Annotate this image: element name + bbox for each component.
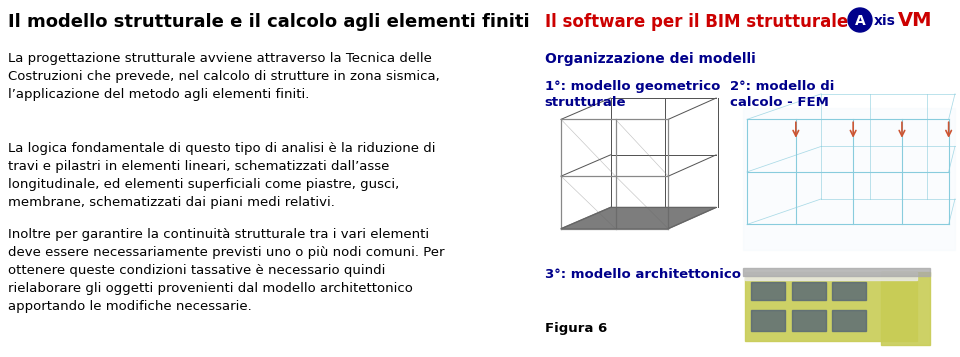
- Text: La logica fondamentale di questo tipo di analisi è la riduzione di
travi e pilas: La logica fondamentale di questo tipo di…: [8, 142, 436, 209]
- Polygon shape: [880, 272, 929, 345]
- Polygon shape: [745, 277, 917, 341]
- Text: Il software per il BIM strutturale: Il software per il BIM strutturale: [545, 13, 859, 31]
- Text: A: A: [854, 14, 865, 28]
- Polygon shape: [752, 282, 785, 300]
- Polygon shape: [745, 272, 917, 280]
- Polygon shape: [792, 310, 826, 331]
- Text: Il modello strutturale e il calcolo agli elementi finiti: Il modello strutturale e il calcolo agli…: [8, 13, 530, 31]
- Text: 3°: modello architettonico: 3°: modello architettonico: [545, 268, 741, 281]
- Polygon shape: [743, 268, 929, 276]
- Polygon shape: [752, 310, 785, 331]
- Polygon shape: [832, 310, 866, 331]
- Polygon shape: [832, 282, 866, 300]
- Polygon shape: [792, 282, 826, 300]
- Text: xis: xis: [874, 14, 896, 28]
- Polygon shape: [743, 108, 955, 250]
- Text: Inoltre per garantire la continuità strutturale tra i vari elementi
deve essere : Inoltre per garantire la continuità stru…: [8, 228, 444, 313]
- Text: Organizzazione dei modelli: Organizzazione dei modelli: [545, 52, 756, 66]
- Circle shape: [848, 8, 872, 32]
- Text: 2°: modello di
calcolo - FEM: 2°: modello di calcolo - FEM: [730, 80, 834, 109]
- Text: 1°: modello geometrico
strutturale: 1°: modello geometrico strutturale: [545, 80, 720, 109]
- Text: Figura 6: Figura 6: [545, 322, 607, 335]
- Text: VM: VM: [898, 11, 932, 30]
- Polygon shape: [561, 207, 716, 229]
- Text: La progettazione strutturale avviene attraverso la Tecnica delle
Costruzioni che: La progettazione strutturale avviene att…: [8, 52, 440, 101]
